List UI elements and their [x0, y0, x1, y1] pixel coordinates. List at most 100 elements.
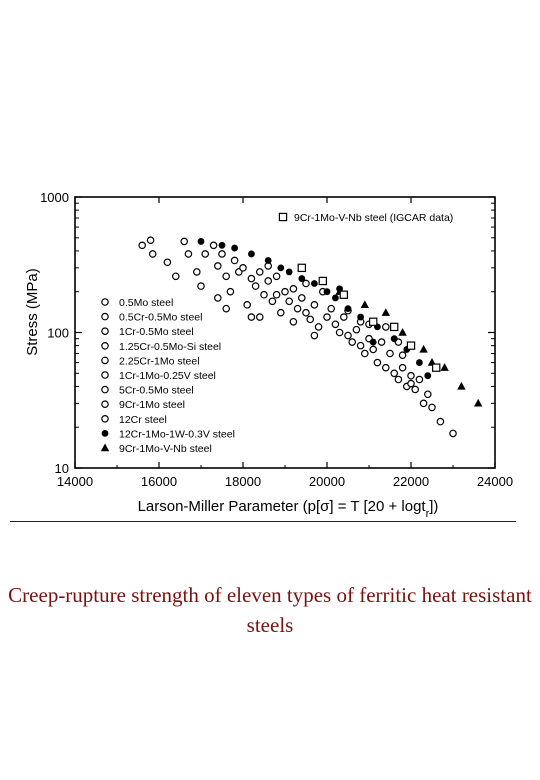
- data-point: [440, 363, 449, 371]
- legend-marker: [101, 341, 109, 350]
- data-point: [264, 277, 273, 285]
- series-1: [197, 238, 432, 380]
- legend-top-label: 9Cr-1Mo-V-Nb steel (IGCAR data): [294, 212, 453, 224]
- data-point: [243, 301, 252, 309]
- data-points: [138, 236, 483, 438]
- data-point: [230, 256, 239, 265]
- data-point: [302, 308, 310, 317]
- data-point: [298, 275, 306, 282]
- data-point: [323, 313, 331, 321]
- data-point: [264, 257, 272, 264]
- data-point: [272, 272, 281, 281]
- x-tick-label: 20000: [309, 474, 345, 489]
- legend-label: 2.25Cr-1Mo steel: [119, 355, 200, 367]
- legend-marker: [101, 356, 109, 365]
- data-point: [255, 313, 264, 321]
- data-point: [369, 317, 378, 326]
- data-point: [310, 331, 319, 340]
- x-label-subscript: r: [426, 508, 430, 520]
- legend-label: 0.5Mo steel: [119, 297, 173, 309]
- data-point: [255, 268, 264, 276]
- data-point: [323, 288, 331, 296]
- data-point: [424, 372, 432, 380]
- data-point: [306, 315, 315, 324]
- data-point: [297, 263, 307, 273]
- y-tick-label: 10: [55, 461, 69, 476]
- y-tick-label: 1000: [40, 190, 69, 205]
- data-point: [138, 241, 147, 250]
- x-tick-label: 14000: [57, 474, 93, 489]
- data-point: [381, 308, 390, 316]
- x-tick-label: 16000: [141, 474, 177, 489]
- data-point: [251, 282, 260, 290]
- data-point: [197, 282, 205, 290]
- data-point: [226, 287, 235, 296]
- data-point: [239, 264, 247, 272]
- data-point: [377, 338, 386, 346]
- legend-marker: [101, 298, 109, 306]
- legend-label: 1Cr-1Mo-0.25V steel: [119, 370, 216, 382]
- data-point: [277, 264, 285, 272]
- data-point: [390, 335, 398, 343]
- data-point: [407, 371, 415, 380]
- data-point: [247, 274, 256, 283]
- x-axis-label: Larson-Miller Parameter (p[σ] = T [20 + …: [138, 498, 439, 520]
- figure-caption: Creep-rupture strength of eleven types o…: [8, 583, 532, 637]
- data-point: [449, 429, 457, 438]
- data-point: [381, 363, 390, 372]
- x-label-part-1: Larson-Miller Parameter (p[: [138, 498, 321, 515]
- data-point: [214, 262, 222, 270]
- legend-label: 1.25Cr-0.5Mo-Si steel: [119, 341, 221, 353]
- data-point: [222, 272, 231, 281]
- legend-label: 5Cr-0.5Mo steel: [119, 385, 194, 397]
- data-point: [348, 338, 357, 346]
- data-point: [172, 272, 180, 281]
- data-point: [180, 237, 189, 246]
- data-point: [335, 328, 344, 337]
- data-point: [163, 258, 172, 267]
- y-axis-label: Stress (MPa): [24, 268, 41, 356]
- legend-marker: [100, 443, 110, 452]
- data-point: [360, 349, 369, 358]
- data-point: [276, 308, 285, 317]
- legend-top-marker: [278, 212, 288, 222]
- x-tick-label: 22000: [393, 474, 429, 489]
- y-tick-label: 100: [47, 326, 69, 341]
- data-point: [289, 317, 298, 326]
- data-point: [201, 250, 210, 258]
- data-point: [214, 294, 222, 302]
- data-point: [209, 241, 218, 250]
- data-point: [398, 363, 407, 372]
- data-point: [398, 351, 407, 359]
- legend-label: 0.5Cr-0.5Mo steel: [119, 312, 202, 324]
- data-point: [285, 268, 293, 276]
- data-point: [457, 381, 466, 390]
- data-point: [411, 385, 420, 394]
- data-point: [293, 304, 302, 313]
- data-point: [369, 345, 378, 354]
- legend-label: 12Cr-1Mo-1W-0.3V steel: [119, 428, 235, 440]
- data-point: [406, 341, 416, 350]
- data-point: [222, 304, 231, 313]
- legend-label: 9Cr-1Mo-V-Nb steel: [119, 443, 212, 455]
- data-point: [419, 344, 428, 353]
- axis-ticks: 14000 16000 18000 20000 22000 24000 10 100 1000: [40, 190, 513, 489]
- data-point: [416, 359, 423, 366]
- data-point: [436, 417, 445, 426]
- data-point: [352, 325, 361, 334]
- data-point: [218, 241, 226, 249]
- series-0: [138, 236, 457, 438]
- legend-label: 12Cr steel: [119, 414, 167, 426]
- data-point: [415, 375, 424, 384]
- data-point: [344, 305, 352, 313]
- data-point: [281, 287, 289, 296]
- data-point: [302, 279, 310, 288]
- data-point: [381, 323, 390, 331]
- data-point: [184, 250, 193, 258]
- legend-marker: [101, 400, 109, 409]
- data-point: [289, 285, 298, 293]
- data-point: [327, 304, 336, 313]
- data-point: [297, 294, 306, 302]
- data-point: [218, 250, 226, 258]
- x-label-sigma: σ: [320, 498, 330, 515]
